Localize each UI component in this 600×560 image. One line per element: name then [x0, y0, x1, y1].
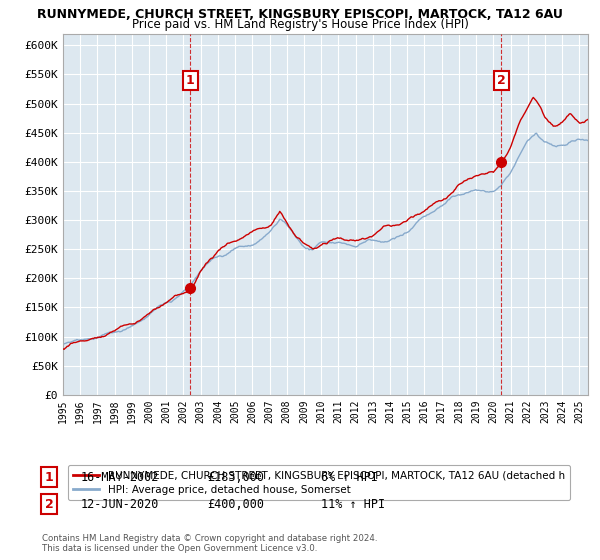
Text: 11% ↑ HPI: 11% ↑ HPI — [321, 497, 385, 511]
Text: 2: 2 — [497, 74, 505, 87]
Text: £183,000: £183,000 — [207, 470, 264, 484]
Text: RUNNYMEDE, CHURCH STREET, KINGSBURY EPISCOPI, MARTOCK, TA12 6AU: RUNNYMEDE, CHURCH STREET, KINGSBURY EPIS… — [37, 8, 563, 21]
Text: 16-MAY-2002: 16-MAY-2002 — [81, 470, 160, 484]
Text: 1: 1 — [186, 74, 195, 87]
Text: 6% ↑ HPI: 6% ↑ HPI — [321, 470, 378, 484]
Text: 2: 2 — [45, 497, 53, 511]
Text: Contains HM Land Registry data © Crown copyright and database right 2024.
This d: Contains HM Land Registry data © Crown c… — [42, 534, 377, 553]
Legend: RUNNYMEDE, CHURCH STREET, KINGSBURY EPISCOPI, MARTOCK, TA12 6AU (detached h, HPI: RUNNYMEDE, CHURCH STREET, KINGSBURY EPIS… — [68, 465, 570, 500]
Text: 12-JUN-2020: 12-JUN-2020 — [81, 497, 160, 511]
Text: £400,000: £400,000 — [207, 497, 264, 511]
Text: Price paid vs. HM Land Registry's House Price Index (HPI): Price paid vs. HM Land Registry's House … — [131, 18, 469, 31]
Text: 1: 1 — [45, 470, 53, 484]
